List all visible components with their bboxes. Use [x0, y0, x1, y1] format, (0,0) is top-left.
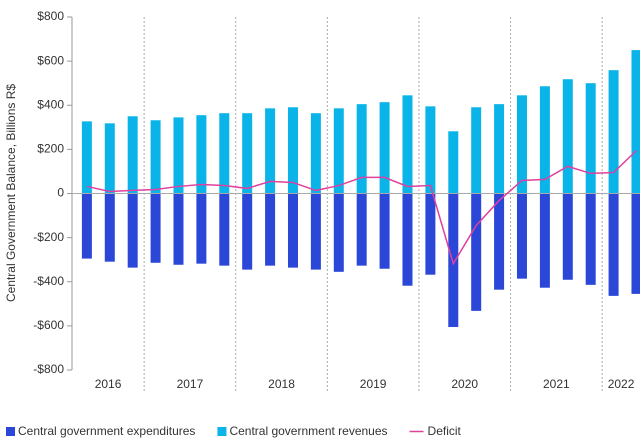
y-tick-label: $800 — [37, 9, 64, 23]
bar — [104, 193, 115, 262]
bar — [402, 193, 413, 286]
legend-label: Central government expenditures — [18, 424, 195, 438]
bar — [81, 193, 92, 259]
deficit-line — [86, 149, 638, 266]
bar — [516, 95, 527, 194]
bar — [608, 193, 619, 296]
bar — [173, 117, 184, 194]
bar — [333, 108, 344, 194]
bar — [494, 104, 505, 194]
bar — [585, 193, 596, 285]
bar — [81, 121, 92, 194]
bar — [356, 193, 367, 266]
bar — [539, 193, 550, 288]
bar — [516, 193, 527, 279]
bar — [310, 193, 321, 270]
y-tick-label: $200 — [37, 142, 64, 156]
bar — [333, 193, 344, 272]
bar — [448, 131, 459, 194]
bar — [494, 193, 505, 290]
bar — [242, 193, 253, 270]
y-tick-label: -$800 — [33, 362, 64, 376]
bar — [425, 193, 436, 275]
bar — [104, 123, 115, 194]
bar — [219, 113, 230, 194]
year-label: 2017 — [177, 377, 204, 391]
bar — [448, 193, 459, 327]
bar — [150, 193, 161, 263]
bar — [608, 70, 619, 194]
bar — [402, 95, 413, 194]
y-axis-label: Central Government Balance, Billions R$ — [4, 84, 18, 302]
legend-swatch — [6, 427, 15, 436]
year-label: 2020 — [451, 377, 478, 391]
bar — [287, 107, 298, 194]
bar — [127, 116, 138, 194]
bar — [196, 193, 207, 264]
bar — [310, 113, 321, 194]
bar — [631, 50, 640, 194]
year-label: 2021 — [543, 377, 570, 391]
bar — [173, 193, 184, 265]
y-tick-label: 0 — [57, 186, 64, 200]
bar — [539, 86, 550, 194]
bar — [471, 193, 482, 311]
bar — [425, 106, 436, 194]
y-tick-label: $600 — [37, 53, 64, 67]
bar — [287, 193, 298, 268]
year-label: 2019 — [360, 377, 387, 391]
bar — [265, 193, 276, 266]
bar — [562, 193, 573, 280]
bar — [242, 113, 253, 194]
bar — [379, 193, 390, 269]
bar — [219, 193, 230, 266]
y-tick-label: -$400 — [33, 274, 64, 288]
bar — [196, 115, 207, 194]
legend-label: Central government revenues — [229, 424, 387, 438]
year-label: 2016 — [95, 377, 122, 391]
y-tick-label: -$200 — [33, 230, 64, 244]
year-label: 2018 — [268, 377, 295, 391]
y-tick-label: $400 — [37, 97, 64, 111]
year-label: 2022 — [608, 377, 635, 391]
bar — [127, 193, 138, 268]
legend-label: Deficit — [428, 424, 462, 438]
bar — [631, 193, 640, 294]
bar — [379, 102, 390, 194]
bar — [585, 83, 596, 194]
bar — [356, 104, 367, 194]
legend-swatch — [217, 427, 227, 436]
y-tick-label: -$600 — [33, 318, 64, 332]
bar — [562, 79, 573, 194]
bar — [150, 120, 161, 194]
bar — [471, 107, 482, 194]
bar — [265, 108, 276, 194]
